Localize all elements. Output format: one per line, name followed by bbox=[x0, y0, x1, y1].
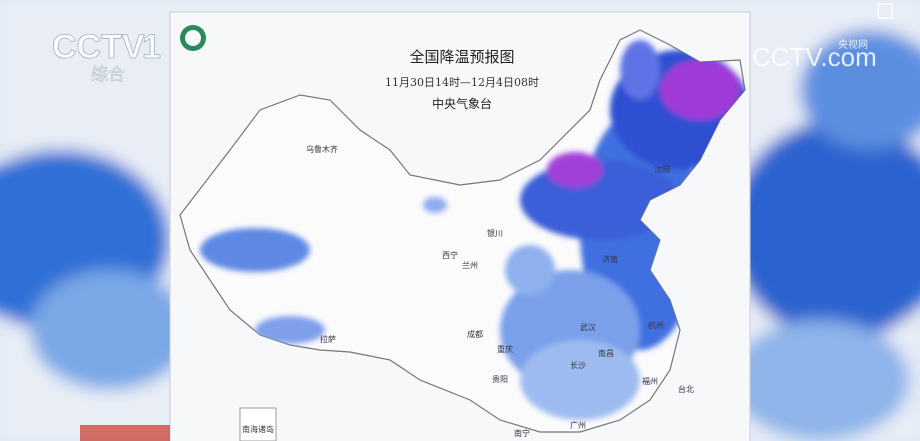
fullscreen-icon[interactable] bbox=[877, 3, 893, 19]
city-label: 台北 bbox=[678, 384, 694, 394]
city-label: 拉萨 bbox=[320, 334, 336, 344]
city-label: 杭州 bbox=[648, 320, 664, 330]
city-label: 贵阳 bbox=[492, 374, 508, 384]
inset-label: 南海诸岛 bbox=[242, 424, 274, 434]
city-label: 武汉 bbox=[580, 322, 596, 332]
channel-number: 1 bbox=[142, 28, 161, 66]
city-label: 南昌 bbox=[598, 348, 614, 358]
city-label: 乌鲁木齐 bbox=[306, 144, 338, 154]
city-label: 广州 bbox=[570, 420, 586, 430]
city-label: 西宁 bbox=[442, 250, 458, 260]
map-logo bbox=[180, 25, 206, 51]
city-label: 南宁 bbox=[514, 428, 530, 438]
city-label: 银川 bbox=[487, 228, 503, 238]
lower-banner bbox=[80, 425, 170, 441]
city-label: 沈阳 bbox=[654, 164, 670, 174]
city-label: 济南 bbox=[602, 254, 618, 264]
channel-name: 综合 bbox=[91, 65, 125, 85]
watermark-name: 央视网 bbox=[838, 38, 868, 51]
city-label: 兰州 bbox=[462, 260, 478, 270]
map-title: 全国降温预报图 bbox=[409, 48, 514, 66]
channel-logo-text: CCTV bbox=[52, 28, 145, 66]
city-label: 长沙 bbox=[570, 360, 586, 370]
south-sea-inset bbox=[239, 407, 277, 441]
city-label: 重庆 bbox=[497, 344, 513, 354]
city-labels: 乌鲁木齐 拉萨 西宁 兰州 银川 成都 重庆 贵阳 武汉 长沙 南昌 杭州 福州… bbox=[306, 144, 694, 438]
channel-logo: CCTV 1 综合 bbox=[52, 28, 162, 86]
watermark-logo: CCTV.com bbox=[752, 42, 877, 72]
city-label: 成都 bbox=[467, 329, 483, 339]
city-label: 福州 bbox=[642, 377, 658, 386]
watermark: CCTV.com 央视网 bbox=[752, 38, 877, 72]
map-source: 中央气象台 bbox=[432, 96, 492, 111]
map-period: 11月30日14时—12月4日08时 bbox=[385, 76, 539, 89]
